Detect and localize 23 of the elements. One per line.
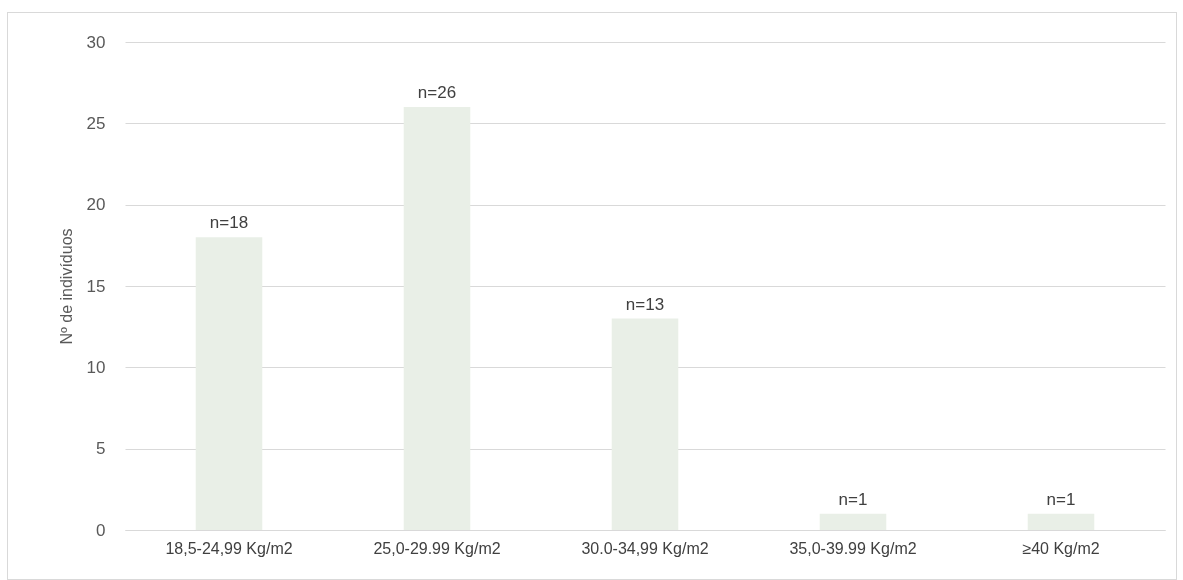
y-tick-label: 15	[86, 276, 106, 296]
x-tick-label: ≥40 Kg/m2	[1022, 539, 1100, 557]
data-label: n=1	[1046, 489, 1076, 509]
bar	[195, 237, 263, 530]
bar	[1027, 513, 1095, 530]
x-tick-label: 18,5-24,99 Kg/m2	[165, 539, 293, 557]
data-label: n=1	[838, 489, 868, 509]
y-tick-label: 25	[86, 113, 106, 133]
data-label: n=13	[625, 294, 665, 314]
y-tick-label: 5	[96, 439, 106, 459]
x-tick-label: 25,0-29.99 Kg/m2	[373, 539, 501, 557]
bar	[819, 513, 887, 530]
y-tick-label: 20	[86, 195, 106, 215]
y-axis-title: Nº de indivíduos	[57, 228, 75, 345]
data-label: n=26	[417, 83, 457, 103]
y-tick-label: 10	[86, 357, 106, 377]
bar	[611, 318, 679, 530]
bar	[403, 107, 471, 530]
x-tick-label: 30.0-34,99 Kg/m2	[581, 539, 709, 557]
y-tick-label: 30	[86, 32, 106, 52]
x-tick-label: 35,0-39.99 Kg/m2	[789, 539, 917, 557]
y-tick-label: 0	[96, 520, 106, 540]
data-label: n=18	[209, 213, 249, 233]
